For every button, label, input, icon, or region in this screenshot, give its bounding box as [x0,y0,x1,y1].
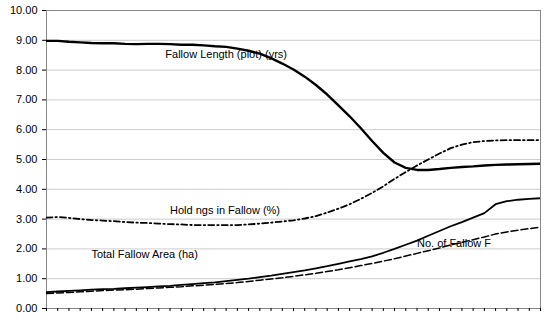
svg-text:5.00: 5.00 [16,153,37,165]
svg-text:Hold ngs in Fallow (%): Hold ngs in Fallow (%) [170,204,280,216]
svg-text:4.00: 4.00 [16,183,37,195]
svg-text:10.00: 10.00 [10,4,38,16]
svg-text:Total Fallow Area (ha): Total Fallow Area (ha) [91,248,197,260]
svg-text:Fallow Length (plot) (yrs): Fallow Length (plot) (yrs) [165,48,287,60]
svg-text:No. of Fallow F: No. of Fallow F [417,237,491,249]
svg-text:0.00: 0.00 [16,302,37,314]
svg-text:1.00: 1.00 [16,272,37,284]
svg-text:3.00: 3.00 [16,213,37,225]
svg-text:9.00: 9.00 [16,34,37,46]
svg-text:6.00: 6.00 [16,123,37,135]
svg-text:8.00: 8.00 [16,64,37,76]
svg-text:7.00: 7.00 [16,93,37,105]
svg-text:2.00: 2.00 [16,242,37,254]
